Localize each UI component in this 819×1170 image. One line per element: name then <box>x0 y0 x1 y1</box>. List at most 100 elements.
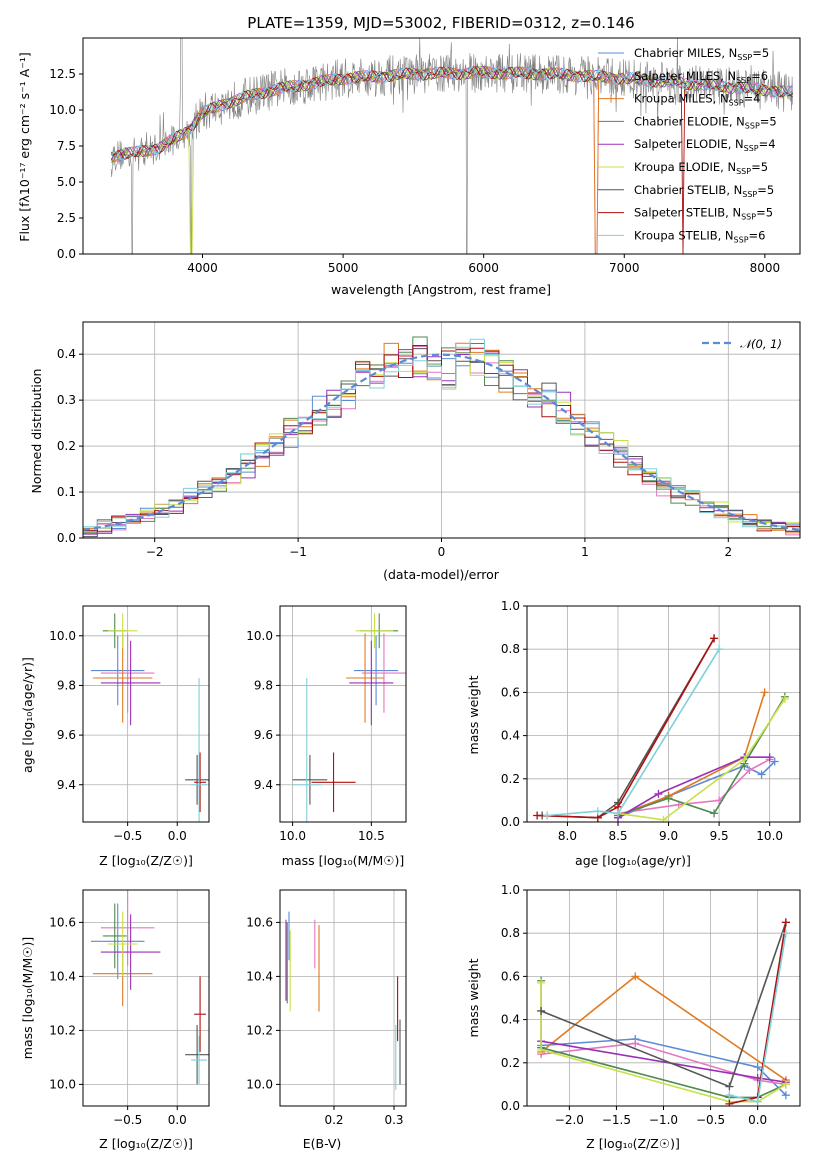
legend-entry: Salpeter MILES, NSSP=6 <box>634 69 768 85</box>
legend-tail: =5 <box>752 46 769 60</box>
x-tick-label: 10.0 <box>279 829 306 843</box>
weight-point <box>631 1039 640 1048</box>
weight-lines <box>533 634 789 822</box>
legend-tail: =5 <box>756 206 773 220</box>
y-tick-label: 0.4 <box>501 729 520 743</box>
hist-salpeter-stelib <box>83 345 800 538</box>
axes-frame <box>82 37 801 255</box>
weight-point <box>760 688 769 697</box>
weight-line-salpeter-elodie <box>617 756 770 819</box>
y-tick-label: 7.5 <box>57 139 76 153</box>
x-tick-label: 0.2 <box>324 1113 343 1127</box>
weight-point <box>781 929 790 938</box>
weight-point <box>725 1082 734 1091</box>
spectrum-ylabel: Flux [fλ10⁻¹⁷ erg cm⁻² s⁻¹ A⁻¹] <box>17 52 32 241</box>
weight-point <box>659 815 668 822</box>
age-z-ylabel: age [log₁₀(age/yr)] <box>20 657 35 773</box>
model-fit-chabrier-miles <box>110 66 793 162</box>
weight-point <box>537 1006 546 1015</box>
y-tick-label: 0.4 <box>501 1013 520 1027</box>
legend-sub: SSP <box>741 213 756 222</box>
y-tick-label: 0.2 <box>501 772 520 786</box>
legend-tail: =5 <box>757 183 774 197</box>
weight-line-kroupa-elodie <box>617 698 786 821</box>
x-tick-label: 8000 <box>750 261 781 275</box>
x-tick-label: 9.5 <box>710 829 729 843</box>
y-tick-label: 5.0 <box>57 175 76 189</box>
y-tick-label: 0.0 <box>501 815 520 829</box>
legend-entry: Salpeter STELIB, NSSP=5 <box>634 206 773 222</box>
x-tick-label: 8.0 <box>558 829 577 843</box>
weight-point <box>781 918 790 927</box>
x-tick-label: 4000 <box>187 261 218 275</box>
weight-line-chabrier-elodie <box>617 696 786 817</box>
legend-entry: Salpeter ELODIE, NSSP=4 <box>634 137 776 153</box>
y-tick-label: 0.4 <box>57 347 76 361</box>
errorbars <box>90 613 209 822</box>
y-tick-label: 9.4 <box>57 778 76 792</box>
x-tick-label: −2.0 <box>555 1113 584 1127</box>
weight-point <box>770 757 779 766</box>
weight-point <box>740 755 749 764</box>
weight-point <box>757 770 766 779</box>
weight-point <box>753 1097 762 1106</box>
legend-label: Salpeter MILES, N <box>634 69 736 83</box>
errorbars <box>285 911 401 1090</box>
y-tick-label: 0.8 <box>501 642 520 656</box>
axes-frame <box>279 889 407 1107</box>
legend-label: Kroupa MILES, N <box>634 92 729 106</box>
weight-line-chabrier-miles <box>541 1038 787 1096</box>
weight-point <box>781 1091 790 1100</box>
y-tick-label: 10.0 <box>49 629 76 643</box>
weight-point <box>753 1063 762 1072</box>
mass-z-xlabel: Z [log₁₀(Z/Z☉)] <box>99 1136 193 1151</box>
y-tick-label: 10.6 <box>49 915 76 929</box>
y-tick-label: 0.0 <box>501 1099 520 1113</box>
y-tick-label: 10.2 <box>49 1023 76 1037</box>
y-tick-label: 9.4 <box>254 778 273 792</box>
weight-point <box>664 794 673 803</box>
y-tick-label: 10.4 <box>246 969 273 983</box>
x-tick-label: −0.5 <box>113 829 142 843</box>
x-tick-label: −1.0 <box>649 1113 678 1127</box>
x-tick-label: 10.0 <box>756 829 783 843</box>
legend-entry: Chabrier ELODIE, NSSP=5 <box>634 114 777 130</box>
y-tick-label: 10.0 <box>246 629 273 643</box>
x-tick-label: 6000 <box>468 261 499 275</box>
weight-point <box>543 811 552 820</box>
x-tick-label: −0.5 <box>696 1113 725 1127</box>
legend-tail: =4 <box>744 92 761 106</box>
weight-point <box>654 789 663 798</box>
legend-entry: Kroupa STELIB, NSSP=6 <box>634 228 765 244</box>
spectrum-lines <box>110 38 794 254</box>
y-tick-label: 9.6 <box>57 728 76 742</box>
axes-frame <box>526 889 801 1107</box>
y-tick-label: 2.5 <box>57 211 76 225</box>
age-mass-xlabel: mass [log₁₀(M/M☉)] <box>282 853 404 868</box>
legend-entry: Kroupa ELODIE, NSSP=5 <box>634 160 768 176</box>
weight-point <box>537 1045 546 1054</box>
y-tick-label: 10.0 <box>49 103 76 117</box>
weight-point <box>710 809 719 818</box>
weight-point <box>715 645 724 654</box>
x-tick-label: −1.5 <box>602 1113 631 1127</box>
x-tick-label: −2 <box>146 545 164 559</box>
x-tick-label: −0.5 <box>113 1113 142 1127</box>
y-tick-label: 10.2 <box>246 1023 273 1037</box>
y-tick-label: 12.5 <box>49 67 76 81</box>
legend-label: Salpeter STELIB, N <box>634 206 741 220</box>
mw-z-ylabel: mass weight <box>466 958 481 1037</box>
axes-frame <box>526 605 801 823</box>
weight-point <box>725 1099 734 1106</box>
model-fit-kroupa-miles <box>110 66 625 254</box>
legend-label: Chabrier MILES, N <box>634 46 737 60</box>
y-tick-label: 9.8 <box>254 678 273 692</box>
residual-xlabel: (data-model)/error <box>383 567 500 582</box>
axes-frame <box>279 605 407 823</box>
x-tick-label: 0.0 <box>748 1113 767 1127</box>
x-tick-label: 2 <box>724 545 732 559</box>
x-tick-label: 0 <box>438 545 446 559</box>
x-tick-label: 1 <box>581 545 589 559</box>
mw-z-xlabel: Z [log₁₀(Z/Z☉)] <box>586 1136 680 1151</box>
y-tick-label: 0.6 <box>501 685 520 699</box>
